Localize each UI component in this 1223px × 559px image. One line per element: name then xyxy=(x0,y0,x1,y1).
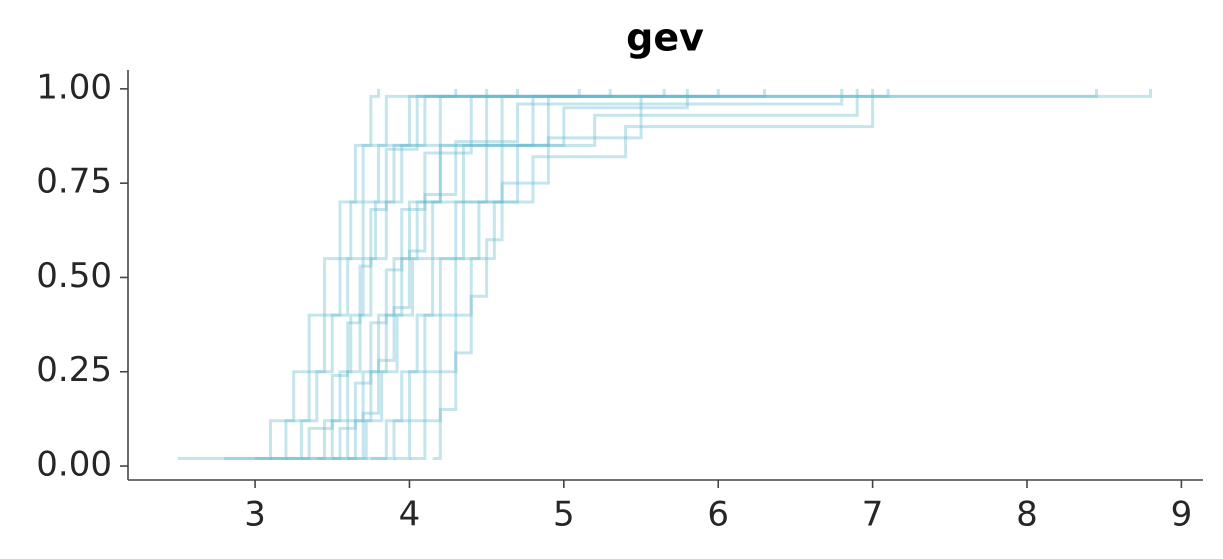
ecdf-line xyxy=(224,88,458,460)
y-tick-label: 0.25 xyxy=(36,350,112,390)
x-tick-label: 3 xyxy=(244,495,266,535)
ecdf-line xyxy=(332,88,612,460)
y-tick-label: 0.00 xyxy=(36,445,112,485)
chart-title: gev xyxy=(626,16,704,60)
ecdf-line xyxy=(363,88,767,460)
x-tick-label: 6 xyxy=(707,495,729,535)
x-tick-label: 4 xyxy=(399,495,421,535)
ecdf-line xyxy=(316,88,666,460)
ecdf-line xyxy=(285,88,581,460)
ecdf-line xyxy=(301,88,1153,460)
ecdf-line xyxy=(347,88,720,460)
x-tick-label: 9 xyxy=(1171,495,1193,535)
y-tick-label: 0.50 xyxy=(36,256,112,296)
ecdf-line xyxy=(270,88,489,460)
ecdf-line xyxy=(409,88,875,460)
ecdf-line xyxy=(255,88,520,460)
y-tick-label: 0.75 xyxy=(36,162,112,202)
ecdf-line xyxy=(332,88,890,460)
ecdf-line xyxy=(432,88,1098,460)
x-tick-label: 7 xyxy=(862,495,884,535)
x-tick-label: 5 xyxy=(553,495,575,535)
ecdf-line xyxy=(177,88,381,460)
ecdf-line xyxy=(370,88,689,460)
ecdf-line xyxy=(347,88,844,460)
ecdf-line xyxy=(394,88,859,460)
x-tick-label: 8 xyxy=(1016,495,1038,535)
y-tick-label: 1.00 xyxy=(36,67,112,107)
